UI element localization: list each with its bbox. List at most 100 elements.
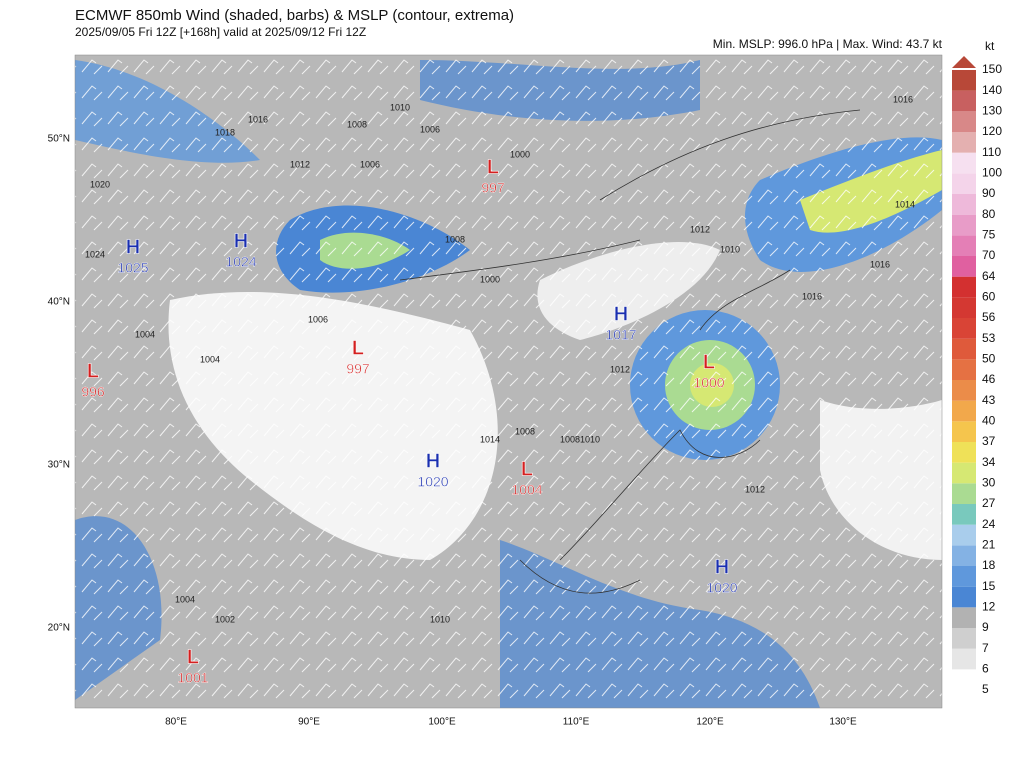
colorbar-unit: kt <box>985 39 995 53</box>
colorbar-label: 110 <box>982 145 1001 159</box>
colorbar-band <box>952 318 976 339</box>
colorbar-band <box>952 111 976 132</box>
contour-label: 1000 <box>480 274 500 284</box>
contour-label: 1012 <box>610 364 630 374</box>
contour-label: 1000 <box>510 149 530 159</box>
contour-label: 1010 <box>580 434 600 444</box>
colorbar-label: 5 <box>982 682 989 696</box>
center-value: 1024 <box>225 254 256 270</box>
colorbar-label: 140 <box>982 83 1002 97</box>
colorbar-extend <box>952 56 976 68</box>
contour-label: 1008 <box>445 234 465 244</box>
contour-label: 1012 <box>290 159 310 169</box>
center-letter: H <box>715 556 729 578</box>
colorbar-band <box>952 276 976 298</box>
center-letter: H <box>614 303 628 325</box>
colorbar-label: 34 <box>982 455 996 469</box>
colorbar-band <box>952 400 976 422</box>
contour-label: 1006 <box>420 124 440 134</box>
colorbar-band <box>952 504 976 525</box>
center-value: 1004 <box>511 482 542 498</box>
center-value: 1000 <box>693 375 724 391</box>
colorbar-label: 7 <box>982 641 989 655</box>
colorbar-label: 80 <box>982 207 996 221</box>
colorbar-band <box>952 359 976 380</box>
contour-label: 1004 <box>175 594 195 604</box>
center-letter: H <box>126 236 140 258</box>
colorbar-label: 40 <box>982 414 996 428</box>
colorbar-label: 70 <box>982 248 996 262</box>
contour-label: 1004 <box>200 354 220 364</box>
center-value: 997 <box>346 361 370 377</box>
colorbar-label: 21 <box>982 538 996 552</box>
colorbar-band <box>952 338 976 360</box>
colorbar-band <box>952 648 976 670</box>
colorbar-band <box>952 628 976 649</box>
lat-label: 20°N <box>48 623 70 634</box>
colorbar-band <box>952 586 976 608</box>
contour-label: 1008 <box>560 434 580 444</box>
colorbar-band <box>952 297 976 318</box>
center-letter: H <box>426 450 440 472</box>
contour-label: 1014 <box>480 434 500 444</box>
stats: Min. MSLP: 996.0 hPa | Max. Wind: 43.7 k… <box>713 37 943 51</box>
colorbar-label: 46 <box>982 372 996 386</box>
map-field <box>75 55 942 708</box>
colorbar-label: 18 <box>982 558 996 572</box>
colorbar-band <box>952 173 976 194</box>
contour-label: 1020 <box>90 179 110 189</box>
center-letter: H <box>234 230 248 252</box>
colorbar-label: 100 <box>982 166 1002 180</box>
contour-label: 1024 <box>85 249 105 259</box>
contour-label: 1010 <box>720 244 740 254</box>
colorbar-band <box>952 90 976 112</box>
colorbar-band <box>952 421 976 442</box>
colorbar-label: 6 <box>982 662 989 676</box>
colorbar-label: 150 <box>982 62 1002 76</box>
colorbar-band <box>952 566 976 587</box>
center-letter: L <box>352 337 364 359</box>
colorbar-band <box>952 442 976 463</box>
center-value: 1017 <box>605 327 636 343</box>
contour-label: 1012 <box>745 484 765 494</box>
colorbar-band <box>952 380 976 401</box>
center-value: 1001 <box>177 670 208 686</box>
contour-label: 1018 <box>215 127 235 137</box>
subtitle: 2025/09/05 Fri 12Z [+168h] valid at 2025… <box>75 25 366 39</box>
colorbar-label: 24 <box>982 517 996 531</box>
colorbar-label: 30 <box>982 476 996 490</box>
colorbar-label: 15 <box>982 579 996 593</box>
lat-label: 50°N <box>48 134 70 145</box>
colorbar-band <box>952 194 976 215</box>
colorbar-band <box>952 462 976 484</box>
colorbar-label: 120 <box>982 124 1002 138</box>
contour-label: 1008 <box>515 426 535 436</box>
lon-label: 130°E <box>829 717 857 728</box>
colorbar-band <box>952 132 976 153</box>
colorbar-band <box>952 524 976 546</box>
colorbar-label: 53 <box>982 331 996 345</box>
contour-label: 1008 <box>347 119 367 129</box>
colorbar-band <box>952 607 976 628</box>
colorbar-band <box>952 70 976 91</box>
contour-label: 1004 <box>135 329 155 339</box>
map-frame <box>74 54 943 709</box>
lon-label: 120°E <box>696 717 724 728</box>
center-letter: L <box>87 360 99 382</box>
contour-label: 1010 <box>430 614 450 624</box>
contour-label: 1016 <box>802 291 822 301</box>
contour-label: 1016 <box>248 114 268 124</box>
center-letter: L <box>521 458 533 480</box>
center-value: 1020 <box>706 580 737 596</box>
contour-label: 1016 <box>893 94 913 104</box>
colorbar-band <box>952 214 976 236</box>
colorbar-label: 60 <box>982 290 996 304</box>
contour-label: 1002 <box>215 614 235 624</box>
colorbar-label: 12 <box>982 600 996 614</box>
colorbar-label: 56 <box>982 310 996 324</box>
colorbar-band <box>952 235 976 256</box>
contour-label: 1014 <box>895 199 915 209</box>
colorbar-label: 27 <box>982 496 996 510</box>
center-letter: L <box>487 156 499 178</box>
center-value: 1020 <box>417 474 448 490</box>
